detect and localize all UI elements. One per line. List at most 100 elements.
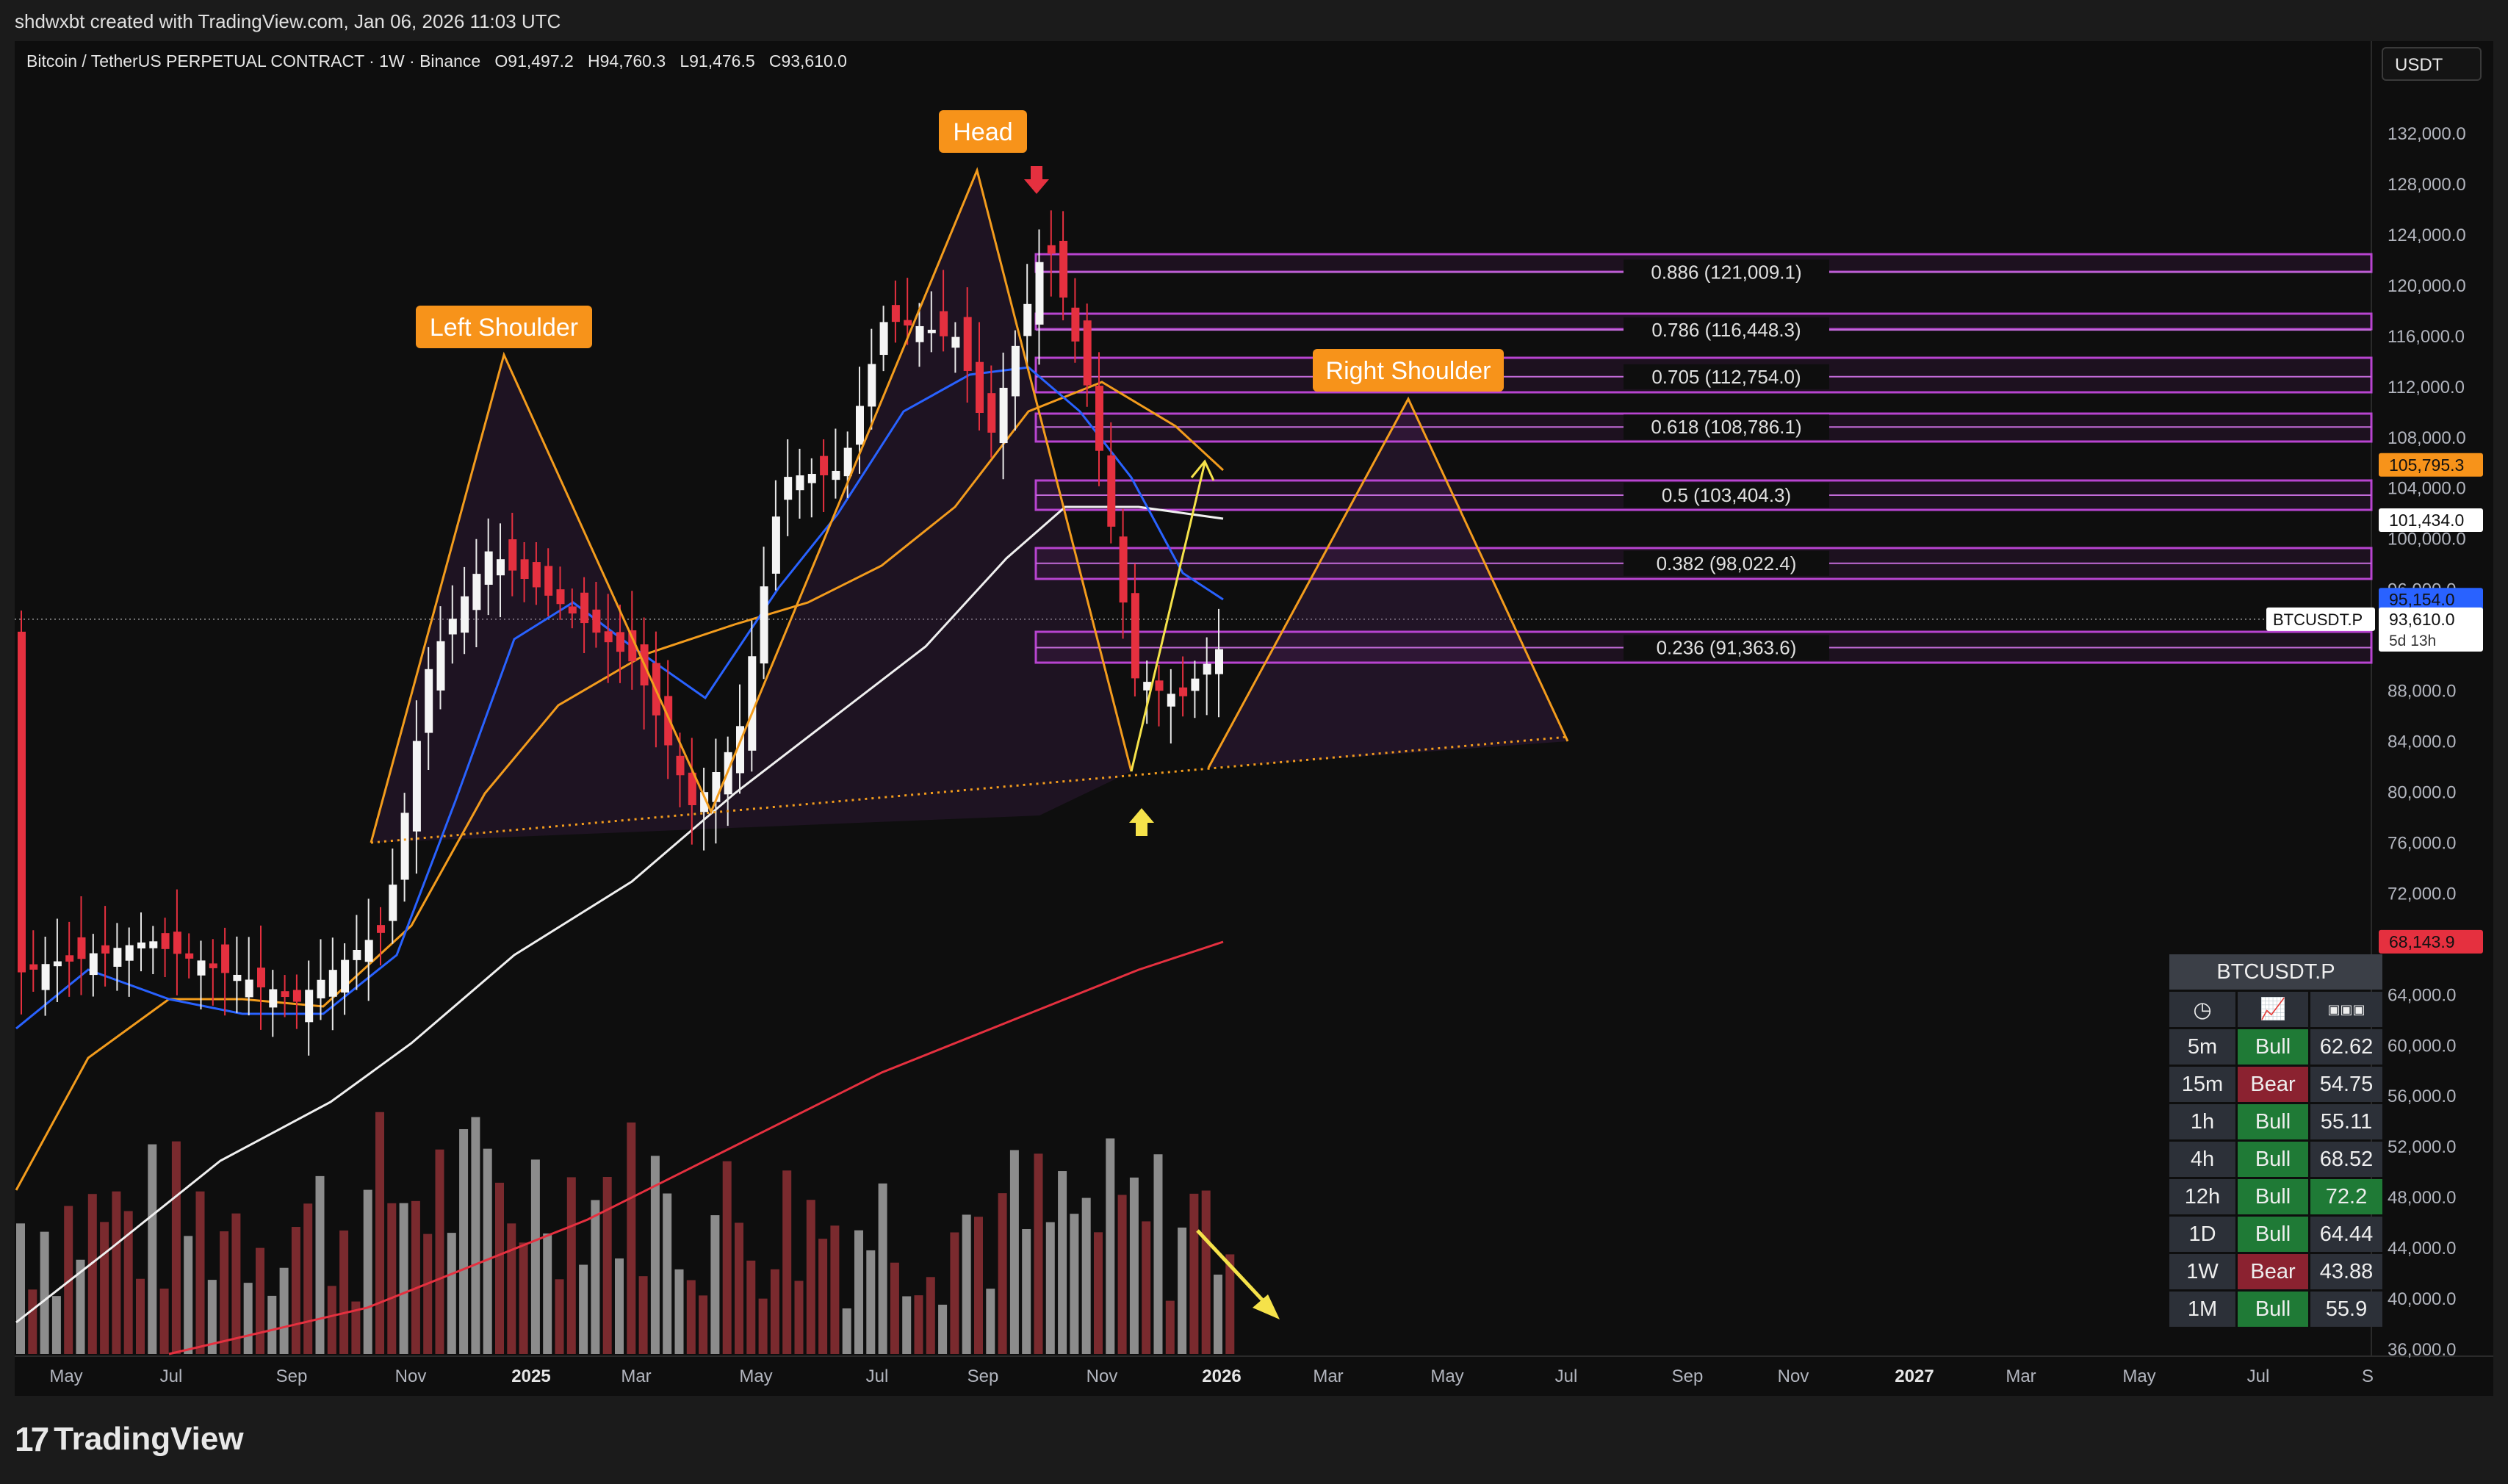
symbol-tag-bg <box>2266 607 2375 631</box>
price-tick-label: 76,000.0 <box>2388 833 2456 853</box>
volume-bar <box>87 1194 97 1354</box>
timeframe-cell: 1h <box>2169 1104 2235 1139</box>
candle-body <box>41 964 50 990</box>
currency-unit-button[interactable]: USDT <box>2382 47 2482 81</box>
price-tag-label: 101,434.0 <box>2389 511 2464 530</box>
candle-body <box>904 320 912 326</box>
candle-body <box>712 772 721 802</box>
volume-bar <box>878 1183 887 1354</box>
price-tag <box>2379 607 2483 652</box>
volume-bar <box>411 1200 420 1354</box>
candle-body <box>976 361 984 413</box>
volume-bar <box>184 1236 193 1354</box>
candle-body <box>940 311 948 336</box>
chart-panel[interactable]: 132,000.0 128,000.0 124,000.0 120,000.0 116,… <box>15 41 2493 1396</box>
candle-body <box>843 447 852 477</box>
volume-bar <box>1214 1274 1222 1354</box>
rsi-value-cell: 64.44 <box>2310 1217 2382 1252</box>
time-tick-label: Jul <box>866 1366 889 1386</box>
price-tick-label: 104,000.0 <box>2388 479 2466 499</box>
candle-body <box>1203 663 1211 675</box>
pattern-shading <box>371 170 1131 843</box>
candle-body <box>568 606 577 614</box>
ohlc-legend: Bitcoin / TetherUS PERPETUAL CONTRACT · … <box>26 51 847 71</box>
fib-level-label: 0.5 (103,404.3) <box>1662 484 1791 506</box>
pattern-label-bg <box>416 306 592 348</box>
tradingview-mark-icon: 17 <box>15 1420 49 1458</box>
candle-body <box>400 813 409 880</box>
volume-bar <box>579 1264 588 1354</box>
candle-body <box>771 516 780 574</box>
volume-bar <box>1178 1227 1187 1354</box>
tradingview-logo[interactable]: 17 TradingView <box>15 1419 244 1459</box>
rsi-value-cell: 55.11 <box>2310 1104 2382 1139</box>
fib-label-bg <box>1624 482 1829 508</box>
time-tick-label: May <box>2122 1366 2155 1386</box>
price-tick-label: 56,000.0 <box>2388 1087 2456 1106</box>
trend-cell: Bull <box>2238 1217 2308 1252</box>
candle-body <box>951 336 960 348</box>
volume-bar <box>602 1177 612 1354</box>
candle-body <box>1119 536 1128 603</box>
trend-cell: Bear <box>2238 1067 2308 1102</box>
rsi-table-row: 5m Bull 62.62 <box>2169 1029 2382 1065</box>
price-tick-label: 128,000.0 <box>2388 175 2466 195</box>
candle-body <box>29 964 38 970</box>
candle-body <box>604 631 613 643</box>
time-tick-label: Nov <box>1087 1366 1118 1386</box>
volume-bar <box>375 1112 384 1354</box>
bottom-bar <box>0 1396 2508 1484</box>
price-tick-label: 36,000.0 <box>2388 1340 2456 1360</box>
time-tick-label: Mar <box>1313 1366 1343 1386</box>
price-chart[interactable]: 132,000.0 128,000.0 124,000.0 120,000.0 116,… <box>15 41 2493 1396</box>
fib-level-label: 0.705 (112,754.0) <box>1651 366 1801 388</box>
rsi-table-row: 1W Bear 43.88 <box>2169 1254 2382 1289</box>
candle-body <box>748 656 757 751</box>
price-tick-label: 120,000.0 <box>2388 276 2466 296</box>
pattern-label-bg <box>939 110 1027 153</box>
price-tick-label: 52,000.0 <box>2388 1137 2456 1157</box>
volume-bar <box>279 1267 289 1354</box>
volume-bar <box>638 1276 648 1354</box>
candle-body <box>520 559 529 580</box>
trend-cell: Bull <box>2238 1142 2308 1177</box>
time-tick-label: Jul <box>160 1366 183 1386</box>
volume-bar <box>243 1283 253 1354</box>
candle-body <box>317 979 325 998</box>
ma-red-line <box>168 940 1224 1355</box>
timeframe-cell: 1M <box>2169 1292 2235 1327</box>
volume-bar <box>830 1225 840 1354</box>
time-tick-label: 2025 <box>511 1366 550 1386</box>
volume-bar <box>220 1231 229 1354</box>
price-tick-label: 112,000.0 <box>2388 378 2465 397</box>
timeframe-cell: 12h <box>2169 1179 2235 1214</box>
candle-body <box>185 953 194 959</box>
volume-bar <box>735 1222 743 1354</box>
volume-bar <box>447 1233 456 1354</box>
open-value: 91,497.2 <box>508 51 574 71</box>
candle-body <box>305 990 314 1023</box>
volume-bar <box>435 1149 444 1354</box>
volume-bar <box>866 1250 876 1354</box>
fib-label-bg <box>1624 317 1829 343</box>
timeframe-cell: 1W <box>2169 1254 2235 1289</box>
volume-bar <box>746 1260 756 1354</box>
volume-bar <box>1189 1193 1199 1354</box>
projection-line <box>1130 462 1206 772</box>
symbol-name: Bitcoin / TetherUS PERPETUAL CONTRACT · … <box>26 51 481 71</box>
volume-trend-arrow-icon <box>1196 1229 1272 1311</box>
projection-arrowhead-icon <box>1190 459 1215 481</box>
price-tick-label: 100,000.0 <box>2388 530 2466 550</box>
candle-body <box>484 551 493 585</box>
candle-body <box>868 364 876 407</box>
volume-bar <box>1142 1221 1151 1354</box>
candle-body <box>125 945 134 961</box>
rsi-table-row: 1D Bull 64.44 <box>2169 1217 2382 1252</box>
candle-body <box>1167 694 1175 707</box>
volume-bar <box>663 1193 672 1354</box>
volume-bar <box>1165 1300 1175 1354</box>
candle-body <box>209 963 217 968</box>
rsi-table-row: 1M Bull 55.9 <box>2169 1292 2382 1327</box>
volume-bar <box>722 1161 732 1354</box>
candle-body <box>999 387 1008 444</box>
